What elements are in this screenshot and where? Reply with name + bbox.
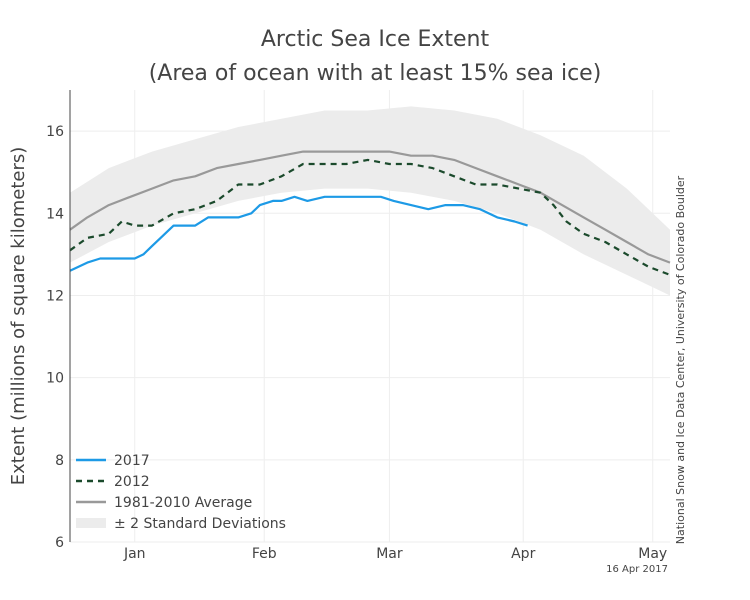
legend-label-std-dev: ± 2 Standard Deviations (114, 516, 286, 532)
legend: 2017 2012 1981-2010 Average ± 2 Standard… (76, 453, 286, 532)
y-tick-label-10: 10 (46, 371, 64, 387)
legend-label-2017: 2017 (114, 453, 150, 469)
legend-item-std-dev: ± 2 Standard Deviations (76, 516, 286, 532)
y-tick-label-6: 6 (55, 535, 64, 551)
legend-item-average: 1981-2010 Average (76, 495, 252, 511)
legend-label-average: 1981-2010 Average (114, 495, 252, 511)
y-tick-label-8: 8 (55, 453, 64, 469)
chart-title: Arctic Sea Ice Extent (261, 27, 490, 52)
x-tick-label-mar: Mar (376, 546, 403, 562)
series-average-line (69, 150, 671, 264)
y-tick-labels: 6 8 10 12 14 16 (46, 124, 64, 551)
series-2012-line (69, 158, 671, 276)
x-tick-label-feb: Feb (252, 546, 277, 562)
legend-swatch-std-dev (76, 518, 106, 528)
legend-item-2017: 2017 (76, 453, 150, 469)
legend-item-2012: 2012 (76, 474, 150, 490)
x-tick-labels: Jan Feb Mar Apr May (123, 546, 667, 562)
legend-label-2012: 2012 (114, 474, 150, 490)
x-tick-label-may: May (638, 546, 667, 562)
chart-subtitle: (Area of ocean with at least 15% sea ice… (149, 61, 602, 86)
y-tick-label-14: 14 (46, 206, 64, 222)
x-tick-label-jan: Jan (123, 546, 146, 562)
plot-area (69, 90, 671, 543)
y-tick-label-12: 12 (46, 288, 64, 304)
credit-text: National Snow and Ice Data Center, Unive… (674, 175, 687, 544)
y-tick-label-16: 16 (46, 124, 64, 140)
series-2017-line (69, 195, 528, 272)
date-label: 16 Apr 2017 (606, 564, 668, 575)
y-axis-title: Extent (millions of square kilometers) (8, 147, 29, 486)
std-dev-band (70, 106, 670, 296)
x-tick-label-apr: Apr (511, 546, 535, 562)
